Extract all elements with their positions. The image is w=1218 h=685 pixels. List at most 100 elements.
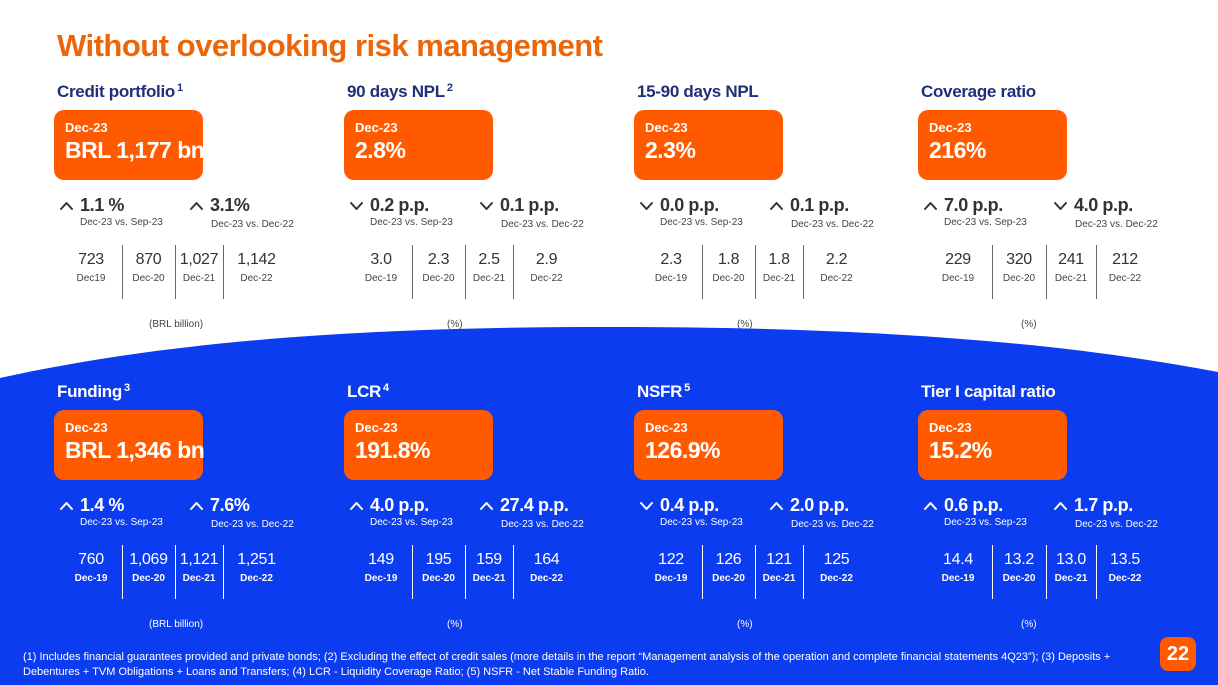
history-value: 1,069: [129, 551, 168, 568]
panel-title-text: Funding: [57, 382, 122, 401]
history-value: 2.3: [427, 251, 450, 268]
panel-title: Funding 3: [57, 382, 130, 402]
history-item: 159 Dec-21: [465, 545, 513, 599]
footnote: (1) Includes financial guarantees provid…: [23, 651, 1111, 678]
arrow-up-icon: [190, 502, 203, 510]
history-row: 122 Dec-19 126 Dec-20 121 Dec-21 125 Dec-22: [640, 545, 870, 599]
arrow-up-icon: [60, 202, 73, 210]
history-row: 3.0 Dec-19 2.3 Dec-20 2.5 Dec-21 2.9 Dec-22: [350, 245, 580, 299]
history-label: Dec-20: [712, 273, 745, 284]
arrow-down-icon: [1054, 202, 1067, 210]
history-label: Dec-22: [530, 573, 563, 584]
kpi-box: Dec-23 126.9%: [634, 410, 783, 480]
history-item: 2.9 Dec-22: [513, 245, 580, 299]
history-item: 149 Dec-19: [350, 545, 412, 599]
history-item: 212 Dec-22: [1096, 245, 1154, 299]
history-label: Dec-21: [182, 273, 216, 284]
history-row: 2.3 Dec-19 1.8 Dec-20 1.8 Dec-21 2.2 Dec-22: [640, 245, 870, 299]
metric-panel: Funding 3 Dec-23 BRL 1,346 bn 1.4 % Dec-23 vs…: [54, 382, 319, 642]
history-value: 1,251: [237, 551, 276, 568]
history-value: 13.0: [1056, 551, 1086, 568]
arrow-up-icon: [190, 202, 203, 210]
history-divider: [465, 245, 466, 299]
panel-title-text: Credit portfolio: [57, 82, 175, 101]
arrow-down-icon: [640, 502, 653, 510]
footnote-ref: 2: [446, 82, 453, 94]
history-label: Dec-21: [182, 573, 216, 584]
change-label: Dec-23 vs. Dec-22: [211, 519, 294, 530]
kpi-value: BRL 1,346 bn: [65, 437, 205, 463]
history-value: 126: [715, 551, 742, 568]
unit-label: (%): [1021, 319, 1037, 330]
change-label: Dec-23 vs. Sep-23: [80, 517, 163, 528]
history-item: 125 Dec-22: [803, 545, 870, 599]
history-value: 149: [368, 551, 394, 568]
history-value: 1,027: [179, 251, 219, 268]
change-vs-prev-year: 7.6% Dec-23 vs. Dec-22: [189, 495, 319, 535]
history-divider: [412, 245, 413, 299]
page-title: Without overlooking risk management: [57, 28, 603, 63]
history-divider: [223, 545, 224, 599]
history-item: 1.8 Dec-21: [755, 245, 803, 299]
history-value: 164: [533, 551, 560, 568]
history-label: Dec-21: [472, 573, 506, 584]
history-value: 1,121: [179, 551, 219, 568]
history-divider: [223, 245, 224, 299]
history-divider: [803, 245, 804, 299]
history-item: 1,121 Dec-21: [175, 545, 223, 599]
history-value: 1.8: [717, 251, 740, 268]
kpi-label: Dec-23: [355, 420, 398, 435]
history-value: 212: [1112, 251, 1138, 268]
change-label: Dec-23 vs. Sep-23: [80, 217, 163, 228]
history-divider: [755, 545, 756, 599]
history-divider: [122, 245, 123, 299]
history-label: Dec-22: [240, 273, 273, 284]
history-item: 13.2 Dec-20: [992, 545, 1046, 599]
arrow-up-icon: [350, 502, 363, 510]
history-item: 3.0 Dec-19: [350, 245, 412, 299]
kpi-label: Dec-23: [929, 420, 972, 435]
history-row: 149 Dec-19 195 Dec-20 159 Dec-21 164 Dec-22: [350, 545, 580, 599]
kpi-box: Dec-23 BRL 1,177 bn: [54, 110, 205, 180]
change-value: 2.0 p.p.: [790, 495, 849, 515]
history-item: 2.3 Dec-19: [640, 245, 702, 299]
history-label: Dec-20: [1002, 273, 1036, 284]
history-value: 121: [766, 551, 792, 568]
panel-title: Credit portfolio 1: [57, 82, 183, 102]
kpi-label: Dec-23: [65, 420, 108, 435]
panel-title: LCR 4: [347, 382, 389, 402]
kpi-value: 216%: [929, 137, 986, 163]
history-value: 3.0: [370, 251, 392, 268]
history-label: Dec-20: [1002, 573, 1036, 584]
kpi-box: Dec-23 15.2%: [918, 410, 1067, 480]
history-value: 122: [658, 551, 684, 568]
history-value: 2.3: [660, 251, 682, 268]
history-label: Dec-21: [762, 573, 796, 584]
change-label: Dec-23 vs. Sep-23: [370, 217, 453, 228]
metric-panel: Credit portfolio 1 Dec-23 BRL 1,177 bn 1.1 %…: [54, 82, 319, 342]
history-label: Dec-22: [1108, 573, 1142, 584]
history-label: Dec19: [76, 273, 106, 284]
change-label: Dec-23 vs. Dec-22: [501, 219, 584, 230]
history-item: 2.5 Dec-21: [465, 245, 513, 299]
kpi-value: 126.9%: [645, 437, 721, 463]
history-item: 870 Dec-20: [122, 245, 175, 299]
kpi-label: Dec-23: [645, 420, 688, 435]
change-label: Dec-23 vs. Dec-22: [791, 519, 874, 530]
history-item: 195 Dec-20: [412, 545, 465, 599]
history-row: 14.4 Dec-19 13.2 Dec-20 13.0 Dec-21 13.5 Dec-22: [924, 545, 1154, 599]
history-label: Dec-20: [132, 273, 165, 284]
history-divider: [803, 545, 804, 599]
panel-title-text: LCR: [347, 382, 382, 401]
change-value: 0.1 p.p.: [500, 195, 559, 215]
change-vs-prev-quarter: 4.0 p.p. Dec-23 vs. Sep-23: [349, 495, 479, 535]
history-label: Dec-20: [422, 573, 455, 584]
history-label: Dec-19: [941, 273, 975, 284]
history-value: 2.9: [535, 251, 558, 268]
history-item: 122 Dec-19: [640, 545, 702, 599]
history-value: 1.8: [768, 251, 790, 268]
history-label: Dec-19: [654, 273, 688, 284]
history-item: 320 Dec-20: [992, 245, 1046, 299]
change-label: Dec-23 vs. Dec-22: [791, 219, 874, 230]
